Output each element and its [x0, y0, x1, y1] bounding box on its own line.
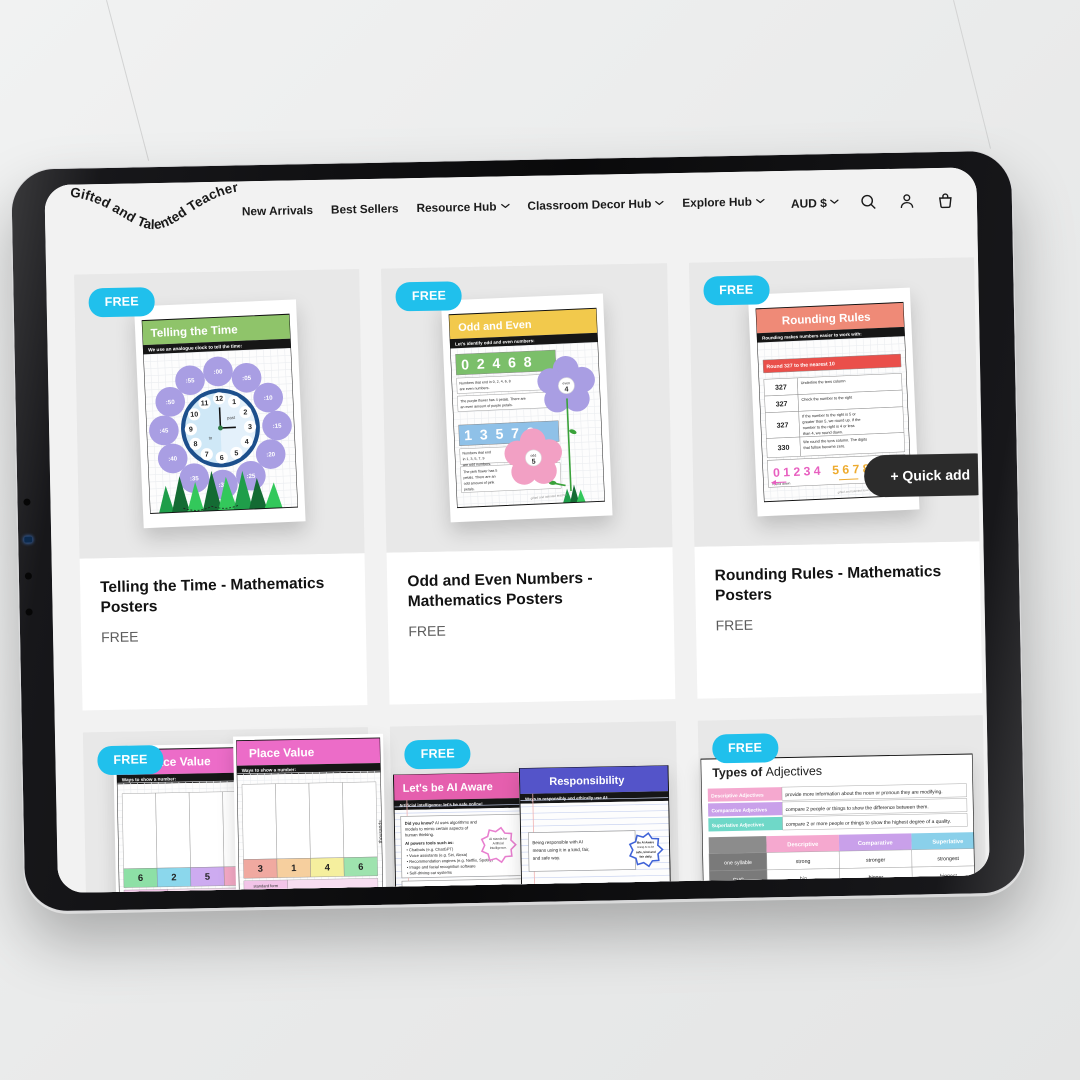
svg-text:Let's be AI Aware: Let's be AI Aware — [403, 781, 493, 795]
svg-text:6: 6 — [138, 872, 143, 883]
svg-text:• Self-driving car systems: • Self-driving car systems — [407, 870, 452, 876]
svg-text:5: 5 — [205, 871, 210, 882]
svg-text:10: 10 — [190, 411, 198, 418]
svg-text:Descriptive: Descriptive — [787, 842, 818, 849]
svg-text:12: 12 — [215, 396, 223, 403]
svg-text:Being responsible with AI: Being responsible with AI — [533, 839, 584, 845]
svg-text::35: :35 — [189, 475, 199, 482]
svg-text:3: 3 — [258, 863, 263, 874]
svg-text:stronger: stronger — [866, 857, 886, 863]
svg-text:5: 5 — [234, 450, 238, 457]
svg-text::40: :40 — [168, 455, 178, 462]
svg-text::55: :55 — [185, 377, 195, 384]
svg-text:327: 327 — [775, 384, 787, 392]
svg-text:Types of Adjectives: Types of Adjectives — [712, 764, 822, 780]
svg-text:Using AI to be: Using AI to be — [638, 845, 655, 849]
svg-text::00: :00 — [213, 368, 223, 375]
svg-text:1: 1 — [291, 862, 296, 873]
svg-text:human thinking.: human thinking. — [405, 832, 434, 838]
svg-text:Superlative: Superlative — [932, 839, 963, 846]
svg-text:fair daily.: fair daily. — [640, 854, 653, 858]
svg-text:4: 4 — [244, 439, 248, 446]
svg-text::10: :10 — [263, 395, 273, 402]
svg-text:to: to — [208, 435, 212, 440]
svg-text:past: past — [227, 415, 236, 420]
svg-text:Responsibility: Responsibility — [550, 775, 626, 788]
svg-text::05: :05 — [242, 375, 252, 382]
svg-text:Be AI Aware: Be AI Aware — [637, 840, 654, 844]
svg-text:strongest: strongest — [937, 856, 959, 862]
svg-text:Artificial: Artificial — [493, 841, 505, 845]
svg-text:2: 2 — [171, 871, 176, 882]
svg-text:0 1 2 3 4: 0 1 2 3 4 — [773, 464, 821, 480]
svg-text:330: 330 — [778, 445, 790, 453]
svg-text:one syllable: one syllable — [724, 860, 752, 867]
svg-text:• Chatbots (e.g. ChatGPT): • Chatbots (e.g. ChatGPT) — [407, 846, 455, 852]
svg-text:Comparative: Comparative — [857, 840, 892, 847]
svg-text:Descriptive Adjectives: Descriptive Adjectives — [711, 793, 764, 800]
svg-text:Ways to show a number:: Ways to show a number: — [242, 767, 297, 773]
svg-text:strong: strong — [795, 859, 810, 865]
svg-text:petals.: petals. — [464, 487, 475, 491]
svg-text:safe, kind and: safe, kind and — [636, 850, 656, 854]
svg-text::45: :45 — [159, 428, 169, 435]
svg-text:odd: odd — [530, 453, 536, 457]
svg-text:11: 11 — [200, 400, 208, 407]
svg-text:6: 6 — [219, 455, 223, 462]
svg-text:5: 5 — [532, 459, 536, 466]
svg-text:even: even — [562, 381, 570, 385]
svg-text:Gifted and Talented Teacher: Gifted and Talented Teacher — [69, 179, 240, 234]
svg-text:Place Value: Place Value — [249, 745, 315, 760]
svg-text::15: :15 — [272, 423, 282, 430]
svg-text:1: 1 — [232, 399, 236, 406]
svg-text::25: :25 — [246, 473, 256, 480]
svg-text:thousands: thousands — [378, 820, 384, 844]
svg-text::50: :50 — [165, 399, 175, 406]
svg-text:Ways to show a number:: Ways to show a number: — [122, 776, 177, 782]
svg-text:6: 6 — [358, 861, 363, 872]
svg-text:Intelligence.: Intelligence. — [490, 846, 507, 850]
svg-text:standard form: standard form — [253, 883, 278, 888]
svg-text:and safe way.: and safe way. — [533, 855, 561, 861]
svg-text:327: 327 — [776, 401, 788, 409]
svg-text:AI stands for: AI stands for — [489, 837, 508, 841]
svg-text:7: 7 — [204, 451, 208, 458]
svg-text:327: 327 — [777, 422, 789, 430]
svg-text:8: 8 — [193, 441, 197, 448]
svg-text:2: 2 — [243, 409, 247, 416]
svg-text:9: 9 — [188, 427, 192, 434]
svg-text:4: 4 — [564, 386, 568, 393]
svg-text::20: :20 — [266, 451, 276, 458]
svg-text:AI powers tools such as:: AI powers tools such as: — [405, 840, 454, 846]
svg-text:Superlative Adjectives: Superlative Adjectives — [711, 822, 764, 829]
svg-text:0 2 4 6 8: 0 2 4 6 8 — [461, 353, 534, 372]
svg-text:3: 3 — [248, 424, 252, 431]
